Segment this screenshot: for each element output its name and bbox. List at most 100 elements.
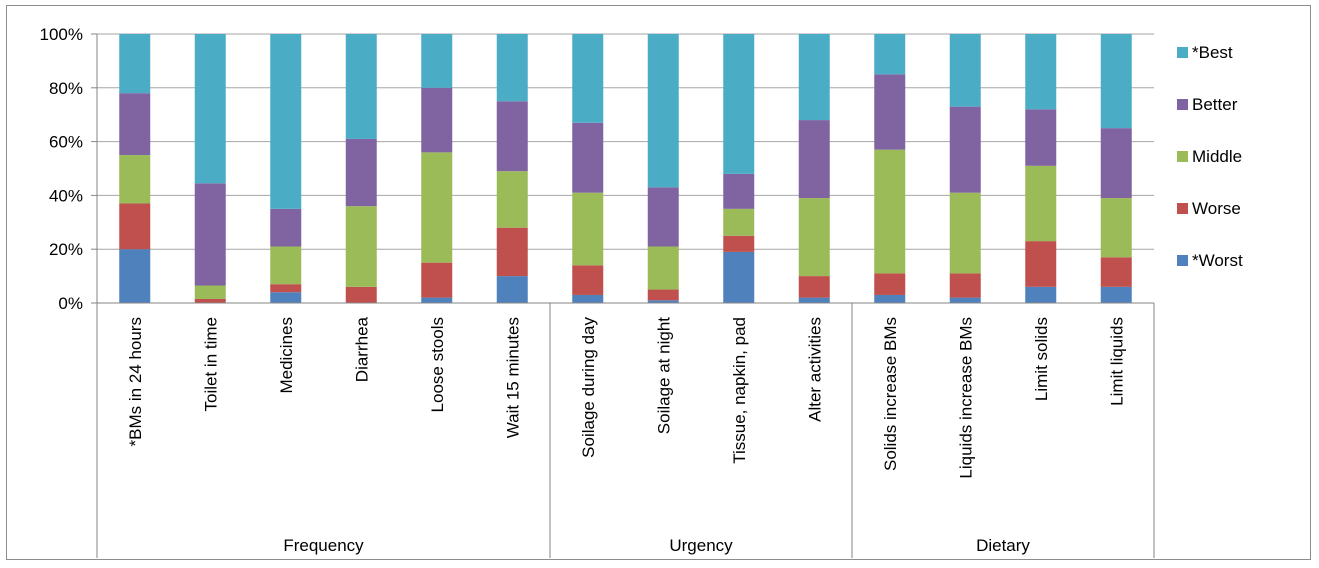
bar-segment-better [496,101,528,172]
legend-label-better: Better [1192,95,1238,114]
bar-segment-better [798,120,830,199]
legend-label-worse: Worse [1192,199,1241,218]
legend-label-middle: Middle [1192,147,1242,166]
bar-segment-middle [647,246,679,290]
bar-segment-worse [345,286,377,303]
bar-segment-worse [270,284,302,293]
bar-segment-worst [421,297,453,303]
legend-swatch-best [1177,47,1188,58]
bar-segment-better [723,173,755,209]
bar-segment-worst [949,297,981,303]
bar-segment-worst [1025,286,1057,303]
axes [91,33,1155,558]
bar-segment-worse [647,289,679,301]
bar-segment-worst [723,251,755,303]
bar-segment-better [647,187,679,247]
bar-segment-worse [194,298,226,303]
bar-segment-middle [194,285,226,299]
y-tick-label: 60% [49,133,83,152]
bar-segment-better [572,122,604,193]
legend-swatch-middle [1177,151,1188,162]
bar-segment-middle [949,192,981,274]
bar-segment-best [496,34,528,102]
category-label: Alter activities [805,317,824,422]
bar-segment-middle [345,206,377,287]
y-tick-label: 100% [40,25,83,44]
chart-frame: 0% 20% 40% 60% 80% 100% *BMs in 24 hours Toile… [6,5,1311,560]
y-tick-label: 80% [49,79,83,98]
bar-segment-best [1025,34,1057,110]
bar-segment-middle [1025,165,1057,242]
bar-segment-best [874,34,906,75]
bar-segment-worse [572,265,604,295]
gridlines [97,33,1154,250]
y-tick-label: 40% [49,186,83,205]
bar-segment-better [194,183,226,286]
bar-segment-better [345,138,377,207]
bar-segment-worse [874,273,906,295]
category-label: Soilage at night [654,317,673,434]
group-label-urgency: Urgency [669,536,733,555]
bar-segment-worst [874,294,906,303]
bar-segment-middle [270,246,302,285]
bar-segment-better [874,74,906,150]
legend-swatch-better [1177,99,1188,110]
legend-swatch-worse [1177,203,1188,214]
category-label: Wait 15 minutes [503,317,522,438]
group-labels: Frequency Urgency Dietary [283,536,1030,555]
bar-segment-worst [119,249,151,303]
bar-segment-best [572,34,604,123]
category-label: Limit solids [1032,317,1051,401]
bar-segment-middle [723,208,755,236]
bar-segment-best [723,34,755,174]
bar-segment-worse [119,203,151,250]
bar-segment-worst [496,276,528,303]
bar-segment-middle [496,171,528,228]
bar-segment-middle [798,198,830,277]
legend-swatch-worst [1177,255,1188,266]
bar-segment-best [647,34,679,188]
bar-segment-middle [119,155,151,204]
category-label: Diarrhea [352,316,371,382]
bar-segment-worse [496,227,528,277]
bar-segment-middle [1100,198,1132,258]
bar-segment-best [1100,34,1132,129]
category-label: Loose stools [428,317,447,412]
bar-segment-worse [723,235,755,252]
category-label: Limit liquids [1107,317,1126,406]
category-label: Soilage during day [579,317,598,458]
bar-segment-worse [1025,241,1057,287]
category-labels: *BMs in 24 hours Toilet in time Medicines D… [126,316,1127,478]
legend-label-worst: *Worst [1192,251,1243,270]
category-label: Liquids increase BMs [956,317,975,479]
bar-segment-middle [572,192,604,266]
stacked-bar-chart: 0% 20% 40% 60% 80% 100% *BMs in 24 hours Toile… [40,25,1243,558]
bar-segment-best [798,34,830,121]
category-label: Solids increase BMs [881,317,900,471]
bar-segment-better [119,93,151,156]
bar-segment-best [270,34,302,209]
bar-segment-better [1100,128,1132,199]
bar-segment-worse [1100,257,1132,287]
category-label: *BMs in 24 hours [126,317,145,446]
legend-label-best: *Best [1192,43,1233,62]
bar-segment-middle [421,152,453,263]
bar-segment-best [421,34,453,88]
bar-segment-worst [270,292,302,303]
bar-segment-worse [421,262,453,298]
bar-segment-best [345,34,377,139]
bar-segment-worst [647,300,679,303]
bar-segment-worst [572,294,604,303]
group-label-frequency: Frequency [283,536,364,555]
bar-segment-best [194,34,226,184]
bar-segment-better [949,106,981,193]
bar-segment-best [949,34,981,107]
y-tick-label: 0% [58,294,83,313]
bar-segment-worst [1100,286,1132,303]
bar-segment-better [421,87,453,153]
bar-segment-best [119,34,151,94]
bar-segment-better [270,208,302,247]
bar-segment-worse [798,276,830,298]
y-tick-label: 20% [49,240,83,259]
group-label-dietary: Dietary [976,536,1030,555]
